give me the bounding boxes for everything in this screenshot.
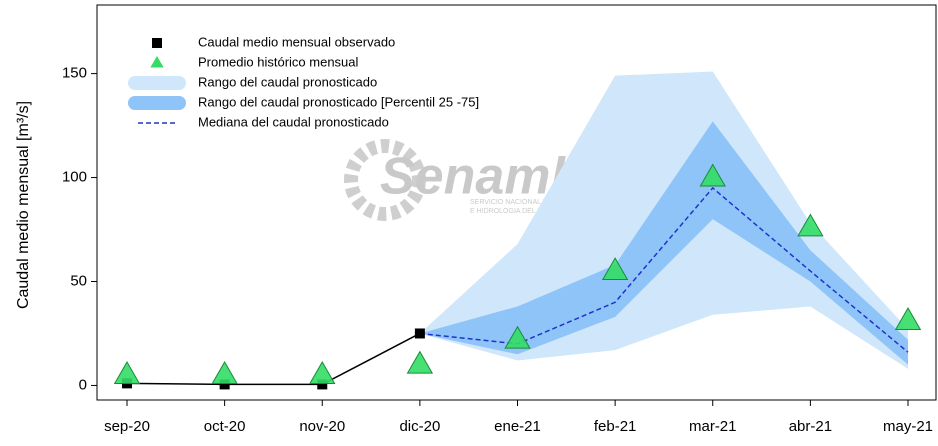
observed-marker bbox=[414, 328, 425, 339]
observed-marker bbox=[317, 379, 328, 390]
legend-label: Promedio histórico mensual bbox=[198, 54, 359, 69]
watermark-subtitle: SERVICIO NACIONAL DE METEOROLOGIA bbox=[470, 199, 612, 206]
x-tick-label: abr-21 bbox=[789, 418, 832, 435]
legend-swatch bbox=[152, 38, 162, 48]
historical-marker bbox=[699, 163, 726, 187]
historical-marker bbox=[797, 213, 824, 237]
y-tick-label: 50 bbox=[70, 272, 87, 289]
y-tick-label: 100 bbox=[62, 169, 87, 186]
historical-marker bbox=[894, 306, 922, 330]
median-line bbox=[419, 186, 909, 353]
watermark-subtitle: E HIDROLOGIA DEL PERU bbox=[470, 208, 557, 215]
y-axis-label: Caudal medio mensual [m³/s] bbox=[15, 101, 32, 309]
x-tick-label: dic-20 bbox=[399, 418, 440, 435]
watermark-logo bbox=[344, 139, 426, 221]
historical-marker bbox=[504, 325, 531, 349]
historical-marker bbox=[309, 361, 336, 385]
legend-swatch bbox=[128, 96, 186, 110]
legend-label: Mediana del caudal pronosticado bbox=[198, 114, 389, 129]
x-tick-label: oct-20 bbox=[204, 418, 246, 435]
historical-marker bbox=[211, 361, 238, 385]
legend-label: Rango del caudal pronosticado [Percentil… bbox=[198, 94, 479, 109]
legend-label: Rango del caudal pronosticado bbox=[198, 74, 377, 89]
legend-label: Caudal medio mensual observado bbox=[198, 34, 395, 49]
x-tick-label: feb-21 bbox=[594, 418, 637, 435]
legend-swatch bbox=[150, 56, 164, 68]
x-tick-label: nov-20 bbox=[299, 418, 345, 435]
x-tick-label: mar-21 bbox=[689, 418, 737, 435]
observed-marker bbox=[219, 379, 230, 390]
observed-line bbox=[126, 332, 421, 386]
plot-frame bbox=[96, 4, 937, 401]
x-tick-label: sep-20 bbox=[104, 418, 150, 435]
historical-marker bbox=[601, 257, 629, 281]
y-tick-label: 0 bbox=[79, 376, 87, 393]
legend-swatch bbox=[128, 76, 186, 90]
y-tick-label: 150 bbox=[62, 65, 87, 82]
historical-marker bbox=[406, 350, 434, 374]
x-tick-label: may-21 bbox=[883, 418, 933, 435]
forecast-band bbox=[419, 121, 908, 365]
x-tick-label: ene-21 bbox=[494, 418, 541, 435]
historical-marker bbox=[113, 361, 141, 385]
